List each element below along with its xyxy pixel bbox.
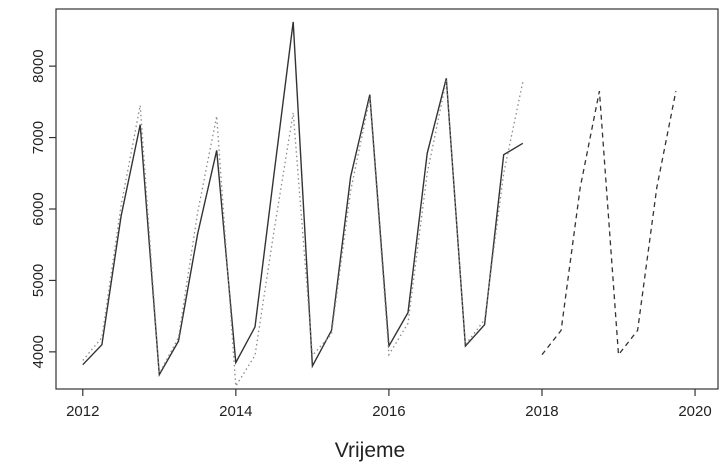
y-tick-label: 4000 [30,335,47,368]
y-tick-label: 7000 [30,121,47,154]
series-line-dashed [541,90,677,357]
x-axis-title: Vrijeme [335,439,405,462]
plot-frame [55,8,719,390]
series-line-solid [82,21,524,378]
x-tick-label: 2020 [678,403,711,420]
y-tick-label: 8000 [30,49,47,82]
y-tick-label: 5000 [30,264,47,297]
x-axis: 2012 2014 2016 2018 2020 [66,389,712,420]
y-tick-label: 6000 [30,192,47,225]
x-tick-label: 2012 [66,403,99,420]
x-tick-label: 2018 [525,403,558,420]
x-tick-label: 2016 [372,403,405,420]
y-axis: 4000 5000 6000 7000 8000 [30,49,56,369]
series-layer [82,21,677,389]
x-tick-label: 2014 [219,403,252,420]
